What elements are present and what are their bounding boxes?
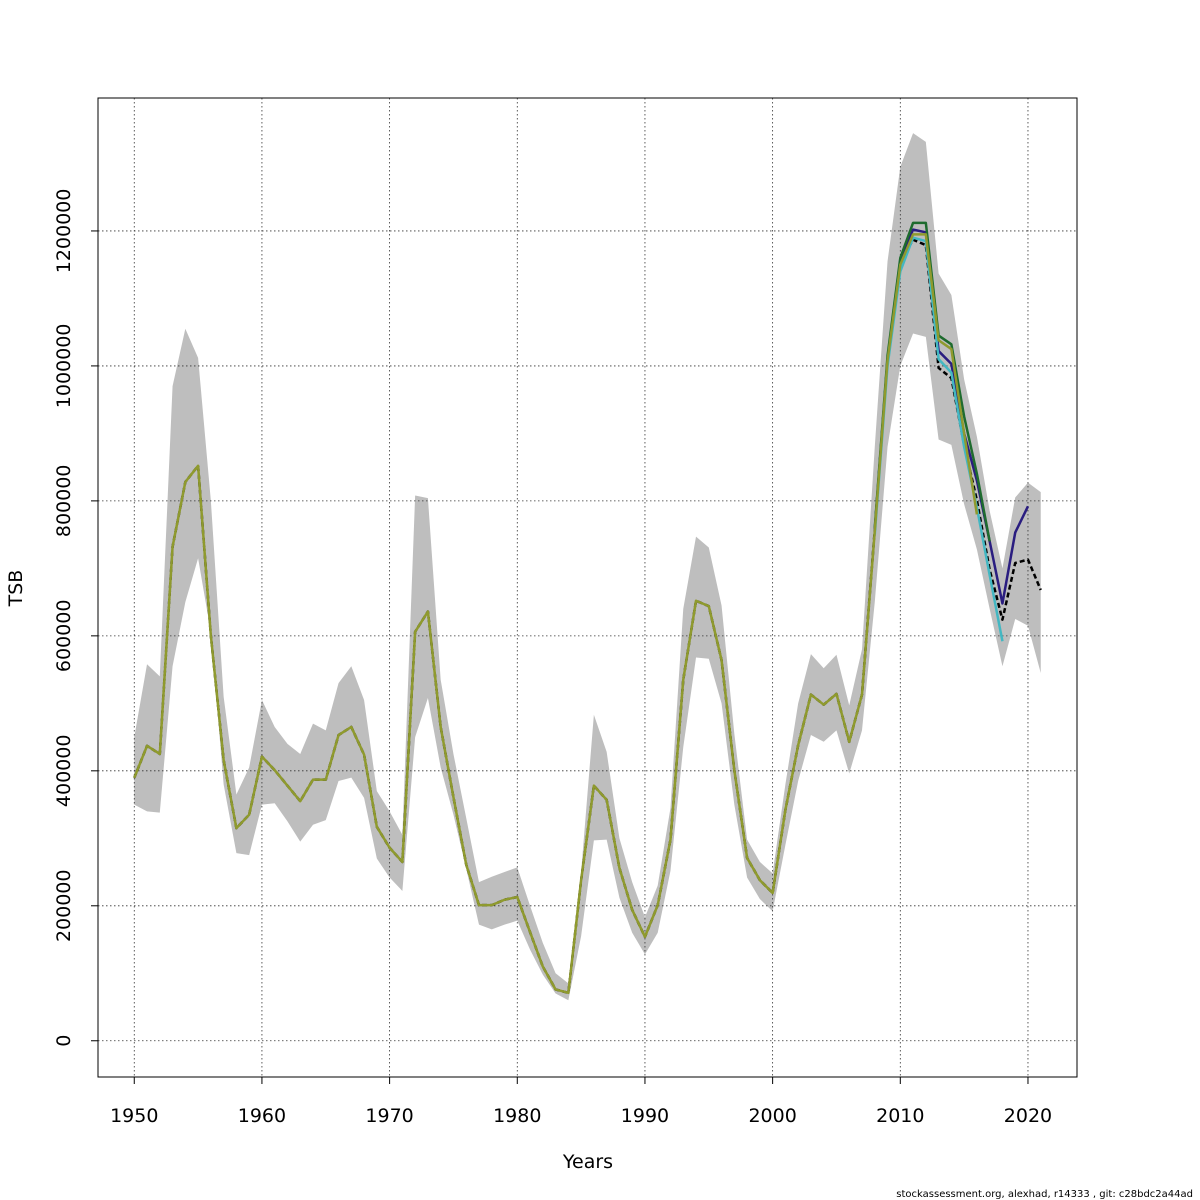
y-tick-label: 400000: [53, 735, 75, 808]
x-axis-label: Years: [562, 1151, 613, 1173]
plot-frame: [97, 97, 1078, 1078]
x-tick-label: 1970: [365, 1105, 413, 1127]
y-tick-label: 0: [53, 1035, 75, 1047]
y-tick-label: 1000000: [53, 324, 75, 409]
y-axis-label: TSB: [5, 570, 27, 608]
x-tick-label: 1990: [621, 1105, 669, 1127]
series-line: [133, 233, 979, 995]
x-tick-label: 2010: [876, 1105, 924, 1127]
y-tick-label: 600000: [53, 600, 75, 673]
x-tick-label: 2020: [1004, 1105, 1052, 1127]
confidence-band: [134, 133, 1041, 1001]
x-tick-label: 1950: [110, 1105, 158, 1127]
y-tick-label: 1200000: [53, 189, 75, 274]
y-tick-label: 200000: [53, 870, 75, 943]
x-tick-label: 1960: [238, 1105, 286, 1127]
x-tick-label: 2000: [748, 1105, 796, 1127]
x-tick-label: 1980: [493, 1105, 541, 1127]
footer: stockassessment.org, alexhad, r14333 , g…: [896, 1189, 1193, 1200]
y-tick-label: 800000: [53, 465, 75, 538]
